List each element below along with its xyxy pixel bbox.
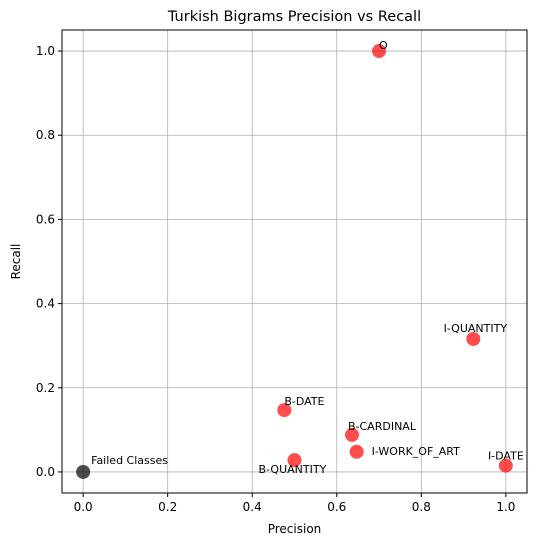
scatter-point [372, 44, 387, 59]
point-label: I-WORK_OF_ART [372, 445, 461, 458]
y-tick-label: 0.4 [36, 297, 55, 311]
point-label: B-QUANTITY [259, 463, 327, 476]
scatter-point [349, 444, 364, 459]
axis-ticks: 0.0 0.2 0.4 0.6 0.8 1.0 0.0 0.2 0.4 0.6 0.8 1.0 [36, 44, 516, 514]
scatter-point [76, 464, 91, 479]
data-points [76, 44, 513, 479]
point-annotations: O I-QUANTITY B-DATE B-CARDINAL I-WORK_OF_ART… [91, 39, 524, 476]
scatter-point [344, 427, 359, 442]
x-tick-label: 0.8 [412, 500, 431, 514]
x-tick-label: 0.0 [74, 500, 93, 514]
x-tick-label: 1.0 [496, 500, 515, 514]
point-label: O [379, 39, 388, 52]
point-label: I-QUANTITY [444, 322, 508, 335]
point-label: I-DATE [488, 450, 524, 463]
y-tick-label: 0.0 [36, 465, 55, 479]
y-tick-label: 0.2 [36, 381, 55, 395]
y-tick-label: 0.6 [36, 212, 55, 226]
scatter-point [277, 403, 292, 418]
x-axis-label: Precision [268, 522, 322, 536]
x-tick-label: 0.6 [327, 500, 346, 514]
point-label: Failed Classes [91, 454, 168, 467]
y-tick-label: 1.0 [36, 44, 55, 58]
point-label: B-CARDINAL [348, 420, 417, 433]
chart-title: Turkish Bigrams Precision vs Recall [167, 9, 421, 25]
grid [62, 30, 527, 493]
scatter-point [498, 458, 513, 473]
point-label: B-DATE [284, 395, 324, 408]
x-tick-label: 0.2 [158, 500, 177, 514]
x-tick-label: 0.4 [243, 500, 262, 514]
scatter-point [287, 453, 302, 468]
scatter-point [466, 331, 481, 346]
y-tick-label: 0.8 [36, 128, 55, 142]
y-axis-label: Recall [9, 244, 23, 280]
plot-area-frame [61, 29, 528, 494]
